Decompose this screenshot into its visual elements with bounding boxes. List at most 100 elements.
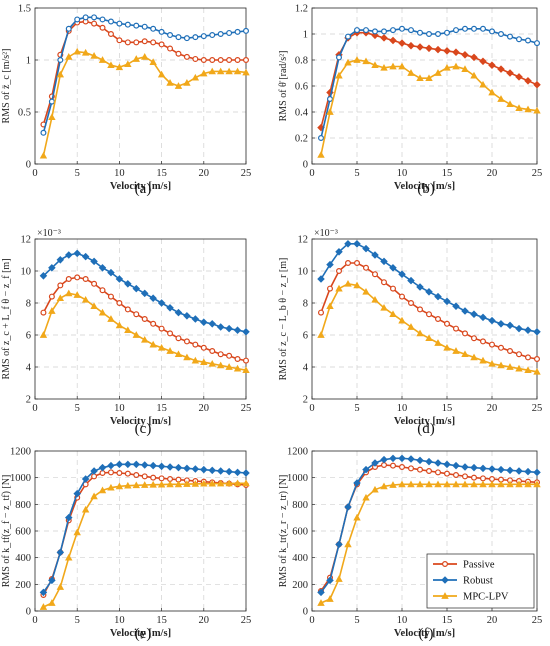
data-point <box>225 479 233 487</box>
data-point <box>208 466 217 475</box>
data-point <box>470 310 478 318</box>
data-point <box>217 56 224 63</box>
data-point <box>425 44 433 53</box>
data-point <box>353 479 361 487</box>
data-point <box>336 268 343 275</box>
data-point <box>64 513 73 522</box>
data-point <box>174 480 183 488</box>
data-point <box>132 481 140 489</box>
data-point <box>371 61 379 69</box>
data-point <box>243 56 250 63</box>
data-point <box>498 31 505 38</box>
data-point <box>524 37 531 44</box>
x-tick-label: 5 <box>354 615 359 626</box>
y-tick-label: 6 <box>303 331 308 342</box>
data-point <box>191 356 200 364</box>
data-point <box>124 39 131 46</box>
data-point <box>533 356 540 363</box>
data-point <box>408 465 415 472</box>
data-point <box>74 16 81 23</box>
data-point <box>200 69 208 77</box>
data-point <box>344 58 352 66</box>
x-tick-label: 20 <box>199 615 210 626</box>
data-point <box>183 312 191 320</box>
data-point <box>191 480 200 487</box>
data-point <box>81 505 90 513</box>
y-tick-label: 0.6 <box>295 82 308 93</box>
data-point <box>335 540 343 549</box>
data-point <box>444 29 451 36</box>
x-tick-label: 25 <box>532 403 543 414</box>
data-point <box>157 343 166 351</box>
data-point <box>362 244 370 253</box>
data-point <box>506 466 514 475</box>
data-point <box>141 23 148 30</box>
data-point <box>90 492 98 500</box>
data-point <box>200 318 208 326</box>
x-tick-label: 15 <box>442 168 453 179</box>
data-point <box>389 481 397 488</box>
data-point <box>407 276 415 285</box>
data-point <box>191 73 200 81</box>
x-tick-label: 25 <box>241 615 252 626</box>
chart-panel-c: 0 5 10 15 20 25 2 4 6 8 10 12 ×10⁻³ Velocity [m/s] RMS… <box>1 228 251 437</box>
data-point <box>497 361 505 369</box>
data-point <box>98 56 107 63</box>
data-point <box>497 465 505 474</box>
data-point <box>233 479 242 487</box>
data-point <box>225 363 233 370</box>
data-point <box>39 331 48 338</box>
data-point <box>107 61 115 69</box>
data-point <box>158 41 165 48</box>
data-point <box>426 468 433 475</box>
data-point <box>234 356 241 363</box>
data-point <box>99 287 106 294</box>
data-point <box>480 25 487 32</box>
data-point <box>441 592 449 599</box>
data-point <box>183 464 191 473</box>
x-axis-label: Velocity [m/s] <box>394 416 455 427</box>
data-point <box>471 25 478 32</box>
data-point <box>183 353 191 361</box>
data-point <box>98 486 107 494</box>
y-tick-label: 8 <box>303 299 308 310</box>
data-point <box>371 251 379 259</box>
x-tick-label: 5 <box>75 615 80 626</box>
data-point <box>506 480 514 488</box>
x-tick-label: 20 <box>487 615 498 626</box>
data-point <box>353 513 361 521</box>
data-point <box>380 482 388 490</box>
data-point <box>425 334 433 342</box>
plot-frame <box>311 238 538 400</box>
data-point <box>327 285 334 292</box>
x-tick-label: 15 <box>156 615 167 626</box>
data-point <box>515 36 522 43</box>
data-point <box>191 315 200 323</box>
data-point <box>217 31 224 38</box>
x-tick-label: 25 <box>241 168 252 179</box>
x-tick-label: 20 <box>199 403 210 414</box>
data-point <box>141 53 149 60</box>
data-point <box>65 289 73 297</box>
data-point <box>208 320 217 328</box>
data-point <box>408 27 415 34</box>
data-point <box>82 14 89 21</box>
data-point <box>124 326 132 334</box>
data-point <box>98 463 107 472</box>
data-point <box>398 454 406 463</box>
data-point <box>216 479 225 487</box>
data-point <box>107 483 115 491</box>
data-point <box>354 260 361 267</box>
y-tick-label: 400 <box>292 553 308 564</box>
data-point <box>225 67 233 75</box>
data-point <box>132 331 140 338</box>
chart-panel-b: 0 5 10 15 20 25 0 0.2 0.4 0.6 0.8 1 1.2 Velocity [m/s… <box>278 4 542 198</box>
data-point <box>157 70 166 78</box>
legend-label: Robust <box>463 576 493 587</box>
data-point <box>183 79 191 86</box>
data-point <box>533 80 541 89</box>
data-point <box>407 480 415 488</box>
data-point <box>471 474 478 481</box>
data-point <box>98 308 107 316</box>
